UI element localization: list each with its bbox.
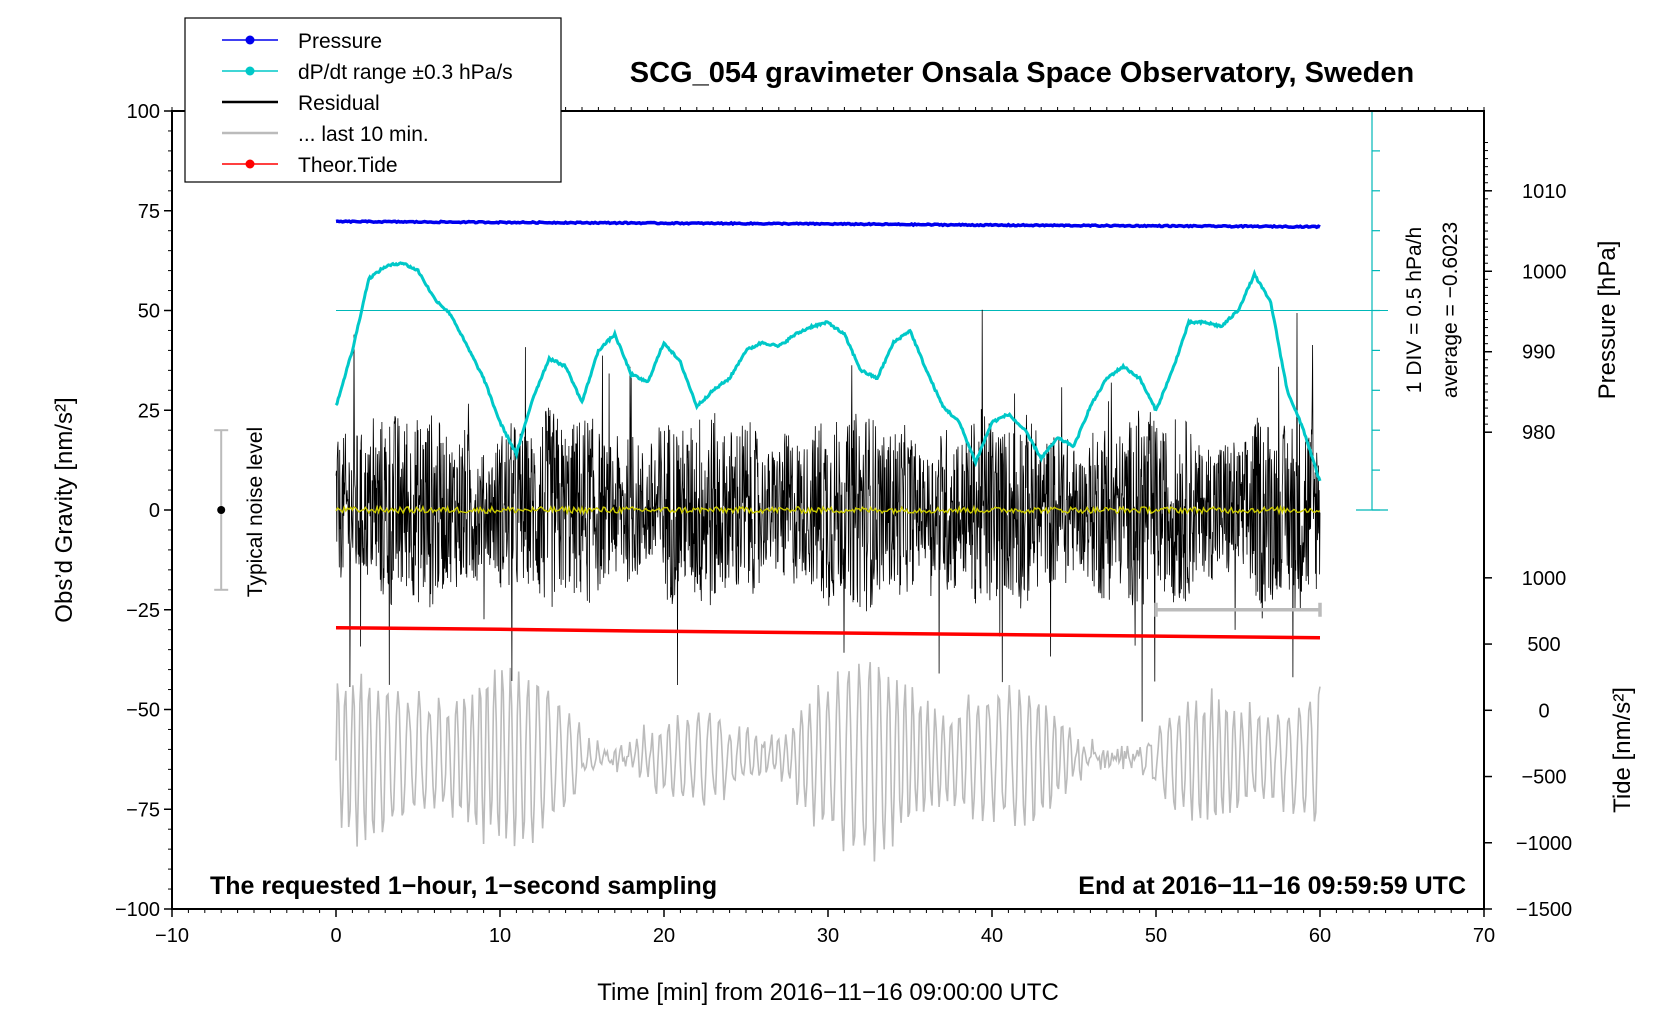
- tide-tick-label: −1000: [1516, 833, 1572, 855]
- x-tick-label: 70: [1473, 925, 1495, 947]
- y-axis-label-pressure: Pressure [hPa]: [1594, 241, 1621, 400]
- noise-level-center-dot: [217, 506, 226, 514]
- tide-tick-label: −1500: [1516, 899, 1572, 921]
- y-axis-label-left: Obs’d Gravity [nm/s²]: [51, 397, 78, 622]
- y-tick-label: −75: [126, 799, 160, 821]
- dpdt-average-label: average = −0.6023: [1439, 222, 1462, 398]
- pressure-tick-label: 980: [1522, 422, 1555, 444]
- legend-marker: [245, 66, 255, 76]
- legend-label: ... last 10 min.: [298, 123, 429, 146]
- x-tick-label: 10: [489, 925, 511, 947]
- axes: −10 0 10 20 30 40 50 60 701007550250−25−50−75−10…: [115, 101, 1572, 947]
- tide-tick-label: 0: [1538, 700, 1549, 722]
- y-tick-label: −25: [126, 600, 160, 622]
- pressure-tick-label: 1010: [1522, 181, 1567, 203]
- legend-label: Residual: [298, 92, 380, 115]
- plot-series: [334, 219, 1322, 862]
- pressure-tick-label: 1000: [1522, 261, 1567, 283]
- y-tick-label: 75: [138, 201, 160, 223]
- x-axis-label: Time [min] from 2016−11−16 09:00:00 UTC: [597, 979, 1059, 1006]
- legend-label: dP/dt range ±0.3 hPa/s: [298, 61, 513, 84]
- legend-marker: [245, 35, 255, 45]
- x-tick-label: 20: [653, 925, 675, 947]
- legend-box: [184, 17, 562, 183]
- legend-label: Theor.Tide: [298, 154, 398, 177]
- theor-tide-trace: [335, 625, 1321, 640]
- pressure-trace: [335, 219, 1321, 230]
- tide-tick-label: 1000: [1522, 568, 1567, 590]
- x-tick-label: −10: [155, 925, 189, 947]
- y-tick-label: −100: [115, 899, 160, 921]
- tide-tick-label: 500: [1527, 634, 1560, 656]
- tide-tick-label: −500: [1521, 767, 1566, 789]
- dpdt-trace: [334, 261, 1322, 482]
- legend: Pressure dP/dt range ±0.3 hPa/s Residual..…: [184, 17, 562, 183]
- residual-trace: [335, 309, 1321, 722]
- legend-marker: [245, 159, 255, 169]
- noise-level-label: Typical noise level: [244, 427, 267, 597]
- residual-mean-trace: [335, 504, 1321, 516]
- y-tick-label: −50: [126, 700, 160, 722]
- x-tick-label: 30: [817, 925, 839, 947]
- legend-label: Pressure: [298, 30, 382, 53]
- y-tick-label: 50: [138, 301, 160, 323]
- x-tick-label: 60: [1309, 925, 1331, 947]
- x-tick-label: 40: [981, 925, 1003, 947]
- pressure-tick-label: 990: [1522, 342, 1555, 364]
- y-tick-label: 100: [127, 101, 160, 123]
- y-tick-label: 0: [149, 500, 160, 522]
- x-tick-label: 0: [330, 925, 341, 947]
- y-tick-label: 25: [138, 400, 160, 422]
- chart-title: SCG_054 gravimeter Onsala Space Observat…: [630, 57, 1414, 89]
- footer-left-text: The requested 1−hour, 1−second sampling: [210, 872, 717, 900]
- last-10-min-trace: [335, 662, 1321, 862]
- footer-right-text: End at 2016−11−16 09:59:59 UTC: [1078, 872, 1466, 900]
- y-axis-label-tide: Tide [nm/s²]: [1609, 687, 1636, 813]
- x-tick-label: 50: [1145, 925, 1167, 947]
- dpdt-div-label: 1 DIV = 0.5 hPa/h: [1403, 227, 1426, 393]
